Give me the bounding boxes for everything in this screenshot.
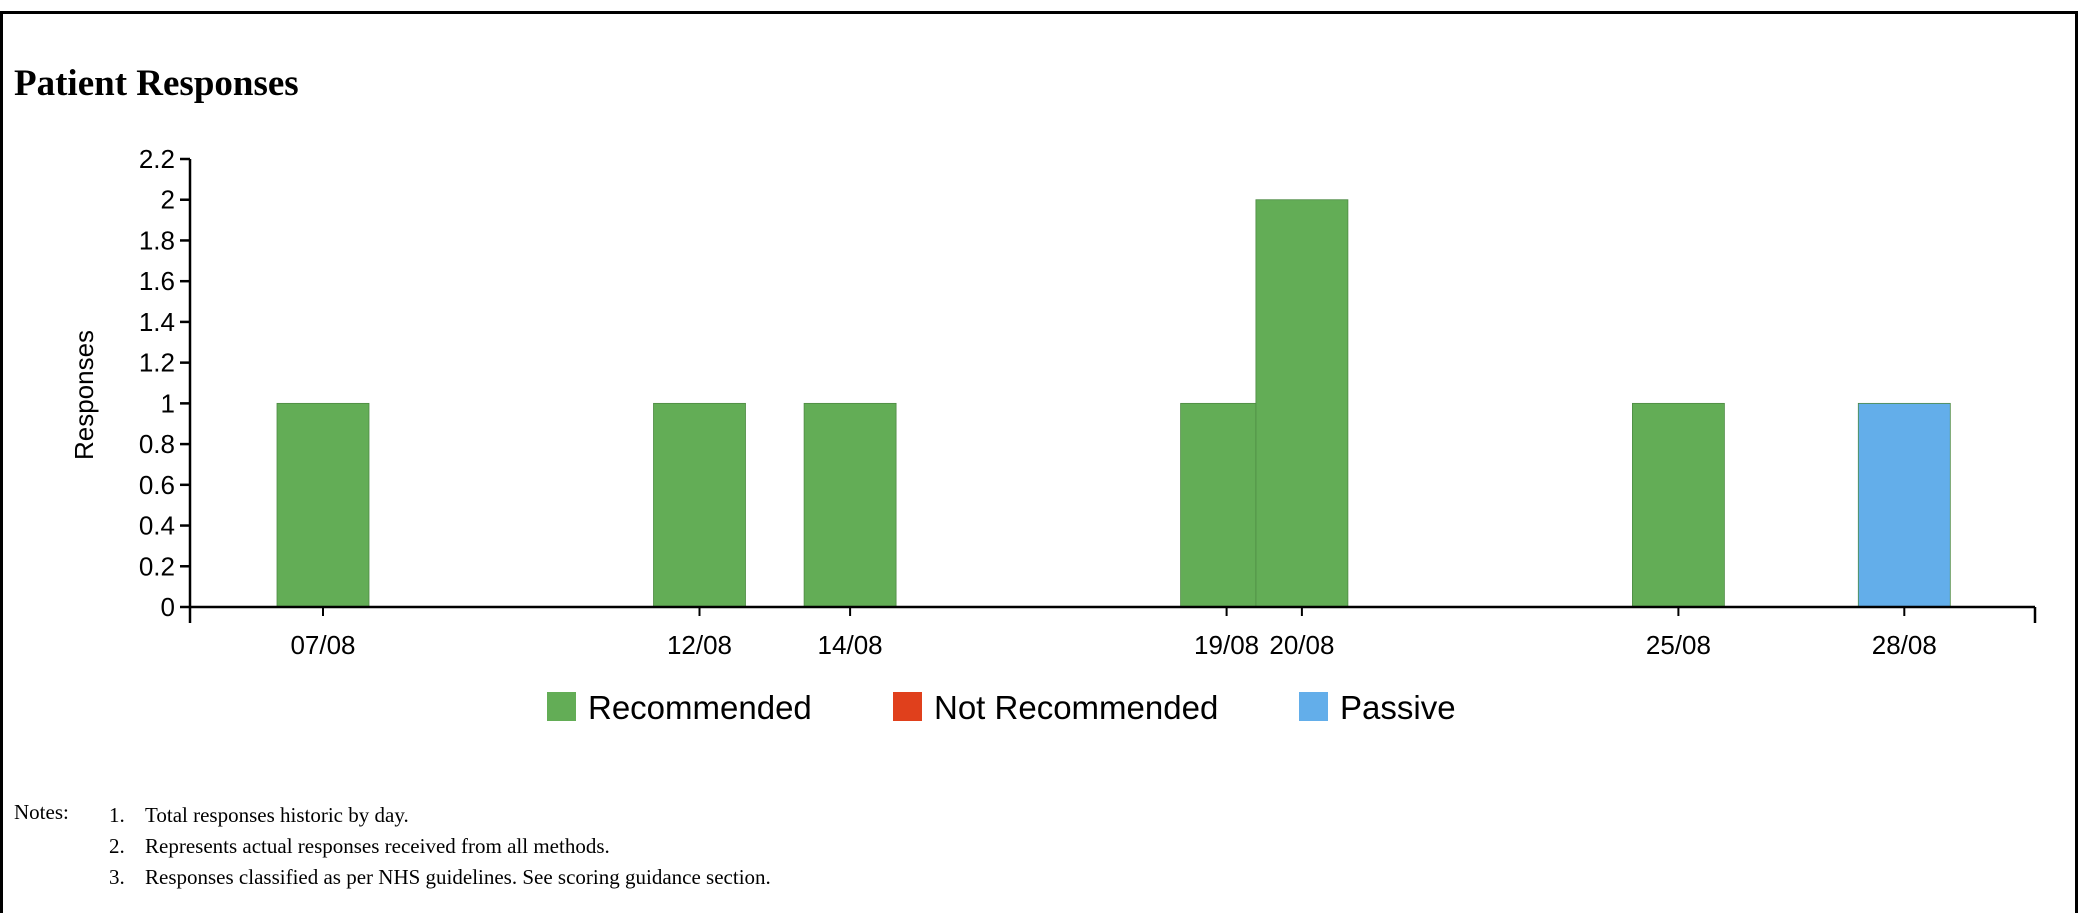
- bar-recommended-25-08: [1632, 402, 1725, 608]
- y-tick-label: 1: [161, 388, 175, 418]
- note-number: 2.: [109, 834, 125, 858]
- y-tick-label: 2.2: [139, 144, 175, 174]
- notes-list: 1. Total responses historic by day. 2. Rep…: [109, 800, 1309, 893]
- y-axis-title: Responses: [69, 330, 99, 460]
- legend-label: Not Recommended: [934, 689, 1218, 726]
- x-tick-label: 07/08: [290, 630, 355, 660]
- x-tick-label: 12/08: [667, 630, 732, 660]
- y-tick-label: 0.6: [139, 470, 175, 500]
- note-item: 2. Represents actual responses received f…: [109, 831, 1309, 862]
- x-tick-label: 14/08: [818, 630, 883, 660]
- y-tick-label: 0.8: [139, 429, 175, 459]
- note-text: Total responses historic by day.: [145, 803, 409, 827]
- bar-recommended-20-08: [1255, 199, 1349, 608]
- note-text: Responses classified as per NHS guidelin…: [145, 865, 771, 889]
- bar-chart: 0 0.2 0.4 0.6 0.8 1 1.2 1.4 1.6 1.8 2 2.2 07/08 12/08…: [69, 144, 2037, 726]
- y-tick-label: 0: [161, 592, 175, 622]
- note-item: 1. Total responses historic by day.: [109, 800, 1309, 831]
- y-tick-label: 1.6: [139, 266, 175, 296]
- bar-recommended-14-08: [803, 402, 897, 608]
- bar-recommended-07-08: [276, 402, 370, 608]
- legend-swatch: [893, 692, 922, 721]
- bar-recommended-12-08: [653, 402, 746, 608]
- note-item: 3. Responses classified as per NHS guidel…: [109, 862, 1309, 893]
- y-tick-label: 1.4: [139, 307, 175, 337]
- x-tick-label: 25/08: [1646, 630, 1711, 660]
- note-number: 3.: [109, 865, 125, 889]
- legend-label: Passive: [1340, 689, 1456, 726]
- y-tick-label: 0.2: [139, 551, 175, 581]
- note-text: Represents actual responses received fro…: [145, 834, 610, 858]
- notes-label: Notes:: [14, 800, 69, 824]
- y-tick-label: 2: [161, 185, 175, 215]
- note-number: 1.: [109, 803, 125, 827]
- legend-swatch: [547, 692, 576, 721]
- chart-title: Patient Responses: [14, 63, 299, 104]
- x-tick-label: 19/08: [1194, 630, 1259, 660]
- x-tick-label: 20/08: [1269, 630, 1334, 660]
- chart-frame: [0, 11, 2078, 913]
- legend-swatch: [1299, 692, 1328, 721]
- y-tick-label: 1.8: [139, 225, 175, 255]
- bar-passive-28-08: [1857, 402, 1951, 608]
- y-tick-label: 1.2: [139, 348, 175, 378]
- y-tick-label: 0.4: [139, 511, 175, 541]
- x-tick-label: 28/08: [1872, 630, 1937, 660]
- legend-label: Recommended: [588, 689, 812, 726]
